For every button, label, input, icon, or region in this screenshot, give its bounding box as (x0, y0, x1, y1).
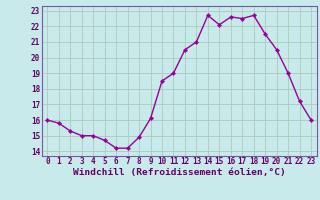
X-axis label: Windchill (Refroidissement éolien,°C): Windchill (Refroidissement éolien,°C) (73, 168, 285, 177)
